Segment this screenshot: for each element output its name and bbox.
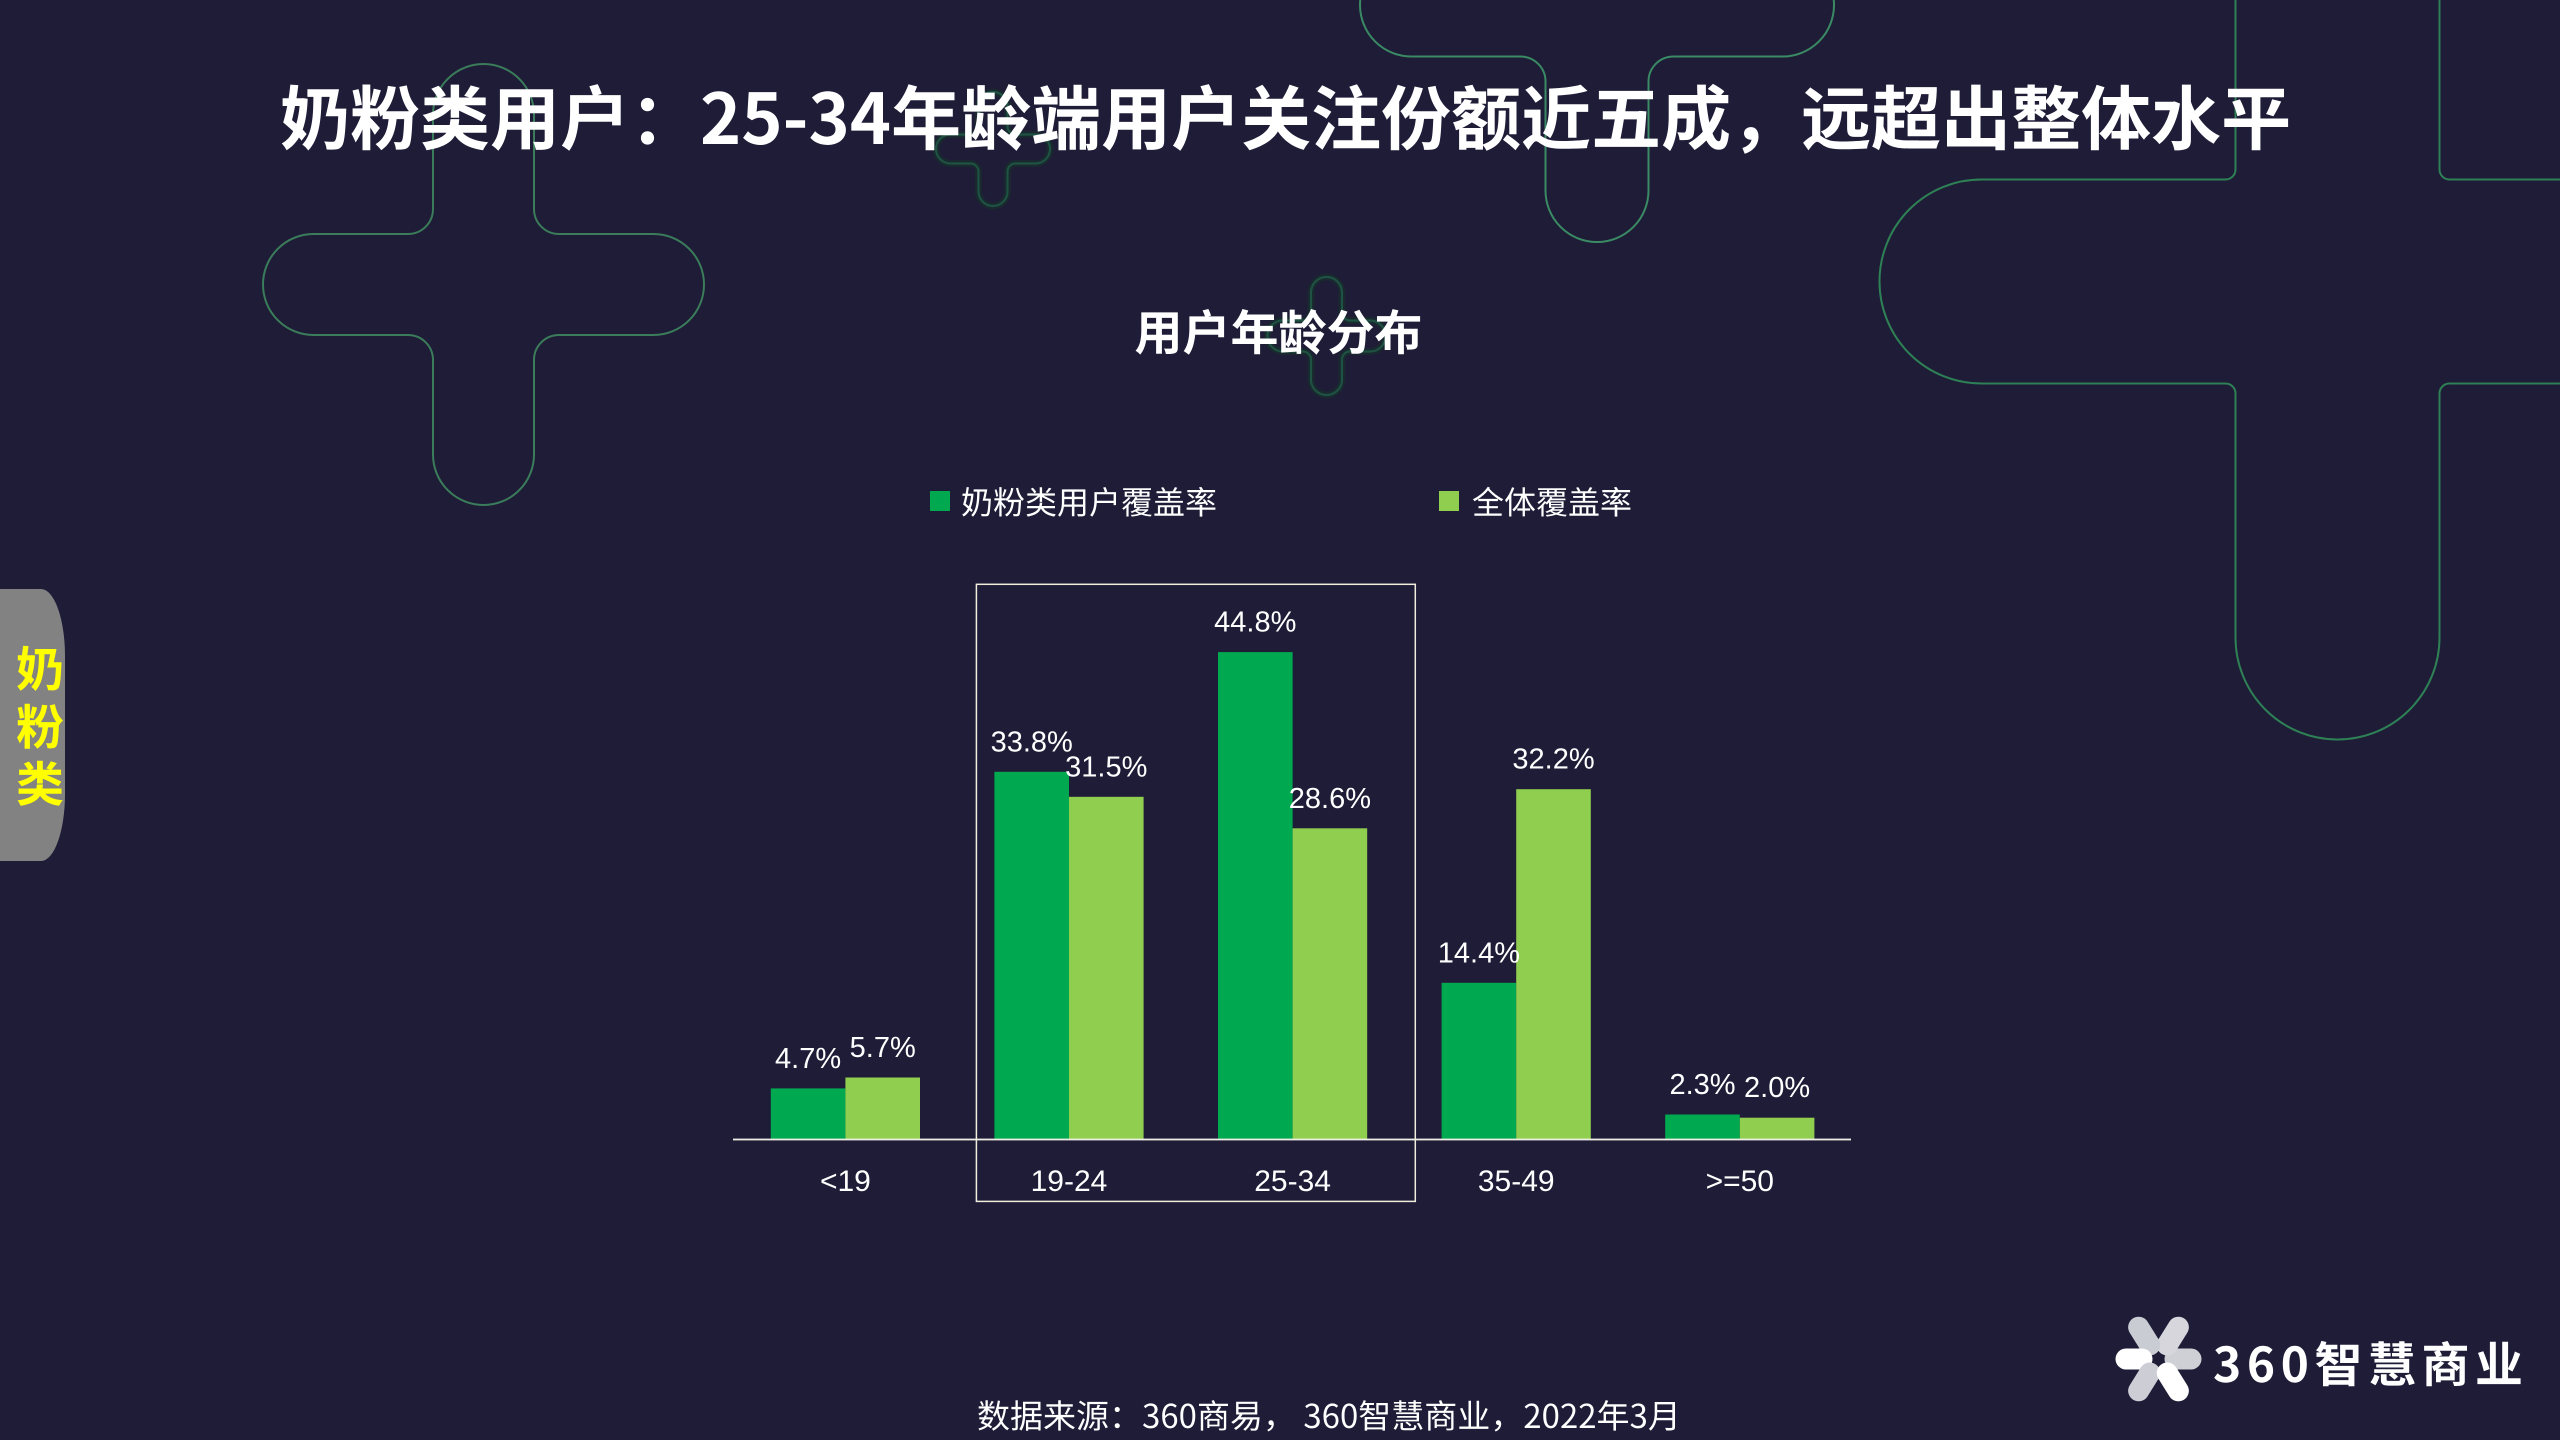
svg-text:35-49: 35-49: [1478, 1165, 1555, 1198]
svg-text:31.5%: 31.5%: [1065, 751, 1147, 783]
svg-text:32.2%: 32.2%: [1512, 744, 1594, 776]
svg-text:44.8%: 44.8%: [1214, 607, 1296, 639]
svg-text:28.6%: 28.6%: [1289, 783, 1371, 815]
svg-text:5.7%: 5.7%: [850, 1032, 916, 1064]
svg-text:25-34: 25-34: [1254, 1165, 1331, 1198]
svg-text:19-24: 19-24: [1031, 1165, 1108, 1198]
svg-text:<19: <19: [820, 1165, 871, 1198]
svg-text:14.4%: 14.4%: [1438, 937, 1520, 969]
svg-text:2.0%: 2.0%: [1744, 1072, 1810, 1104]
svg-text:>=50: >=50: [1706, 1165, 1774, 1198]
svg-text:4.7%: 4.7%: [775, 1043, 841, 1075]
svg-text:33.8%: 33.8%: [991, 726, 1073, 758]
svg-text:2.3%: 2.3%: [1669, 1069, 1735, 1101]
